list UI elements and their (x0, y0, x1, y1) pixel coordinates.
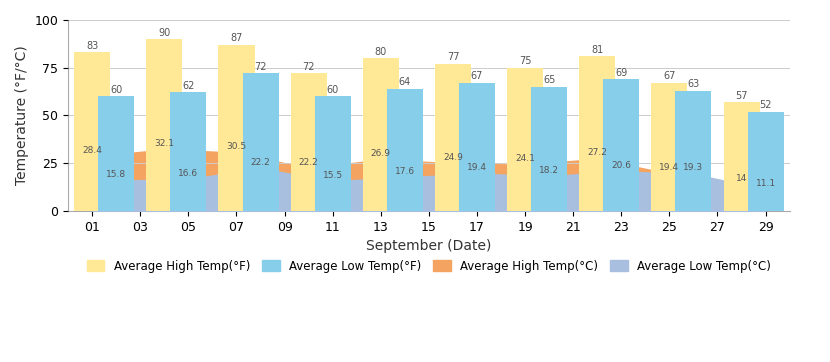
Bar (290, 73, 327, 211)
Text: 81: 81 (591, 45, 603, 55)
Text: 80: 80 (374, 47, 387, 56)
Text: 11.1: 11.1 (755, 179, 776, 188)
Text: 75: 75 (519, 56, 531, 66)
Bar (218, 45, 255, 211)
Text: 63: 63 (687, 79, 700, 89)
Bar (74, 52, 110, 211)
Text: 60: 60 (326, 85, 339, 95)
Text: 22.2: 22.2 (251, 158, 271, 167)
Text: 87: 87 (230, 33, 242, 43)
Text: 19.4: 19.4 (659, 163, 680, 172)
Text: 15.8: 15.8 (106, 170, 126, 179)
Text: 72: 72 (254, 62, 266, 72)
Text: 20.6: 20.6 (611, 161, 632, 170)
Bar (748, 111, 784, 211)
Text: 52: 52 (759, 100, 772, 110)
Text: 83: 83 (86, 41, 98, 51)
Text: 64: 64 (398, 77, 411, 87)
Legend: Average High Temp(°F), Average Low Temp(°F), Average High Temp(°C), Average Low : Average High Temp(°F), Average Low Temp(… (82, 255, 776, 277)
Bar (724, 102, 759, 211)
Text: 77: 77 (447, 52, 459, 62)
Text: 19.4: 19.4 (467, 163, 487, 172)
Text: 62: 62 (183, 81, 194, 91)
Bar (315, 96, 351, 211)
X-axis label: September (Date): September (Date) (366, 239, 491, 253)
Text: 67: 67 (471, 71, 483, 81)
Bar (363, 58, 399, 211)
Text: 24.1: 24.1 (515, 154, 535, 163)
Bar (579, 56, 615, 211)
Text: 22.2: 22.2 (299, 158, 319, 167)
Text: 14: 14 (736, 173, 747, 182)
Bar (242, 73, 279, 211)
Text: 90: 90 (159, 28, 170, 38)
Text: 72: 72 (302, 62, 315, 72)
Text: 67: 67 (663, 71, 676, 81)
Text: 18.2: 18.2 (540, 165, 559, 174)
Text: 28.4: 28.4 (82, 146, 102, 155)
Text: 65: 65 (543, 75, 555, 85)
Bar (459, 83, 495, 211)
Text: 15.5: 15.5 (323, 171, 343, 180)
Bar (98, 96, 134, 211)
Bar (507, 68, 543, 211)
Bar (531, 87, 567, 211)
Text: 24.9: 24.9 (443, 153, 463, 162)
Bar (652, 83, 687, 211)
Bar (170, 93, 207, 211)
Text: 60: 60 (110, 85, 122, 95)
Bar (435, 64, 471, 211)
Text: 69: 69 (615, 68, 627, 77)
Text: 30.5: 30.5 (227, 142, 247, 151)
Text: 16.6: 16.6 (178, 169, 198, 178)
Y-axis label: Temperature (°F/°C): Temperature (°F/°C) (15, 46, 29, 185)
Bar (146, 39, 183, 211)
Bar (603, 79, 639, 211)
Text: 26.9: 26.9 (371, 149, 391, 158)
Bar (387, 89, 422, 211)
Text: 27.2: 27.2 (588, 148, 608, 157)
Text: 17.6: 17.6 (395, 167, 415, 176)
Text: 57: 57 (735, 90, 748, 101)
Text: 32.1: 32.1 (154, 139, 174, 148)
Bar (676, 90, 711, 211)
Text: 19.3: 19.3 (683, 163, 704, 172)
